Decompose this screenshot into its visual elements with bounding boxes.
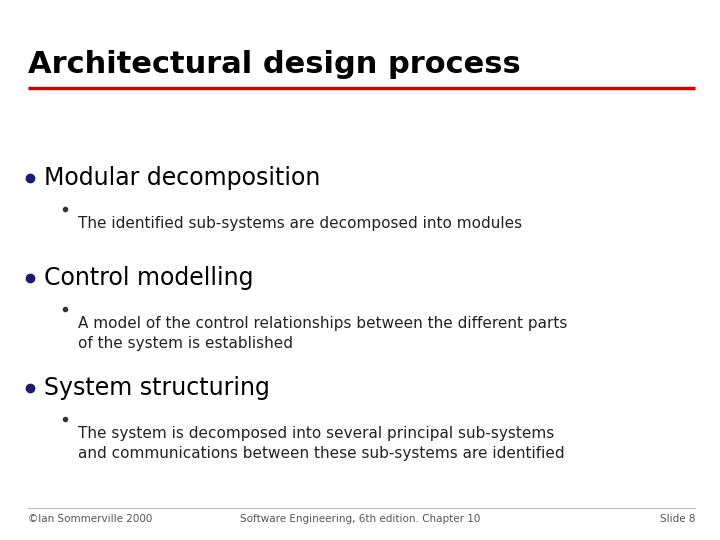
Text: Software Engineering, 6th edition. Chapter 10: Software Engineering, 6th edition. Chapt…	[240, 514, 480, 524]
Text: Slide 8: Slide 8	[660, 514, 695, 524]
Text: ©Ian Sommerville 2000: ©Ian Sommerville 2000	[28, 514, 153, 524]
Text: Control modelling: Control modelling	[44, 266, 253, 290]
Text: Architectural design process: Architectural design process	[28, 50, 521, 79]
Text: A model of the control relationships between the different parts
of the system i: A model of the control relationships bet…	[78, 316, 567, 352]
Text: The system is decomposed into several principal sub-systems
and communications b: The system is decomposed into several pr…	[78, 426, 564, 461]
Text: System structuring: System structuring	[44, 376, 270, 400]
Text: Modular decomposition: Modular decomposition	[44, 166, 320, 190]
Text: The identified sub-systems are decomposed into modules: The identified sub-systems are decompose…	[78, 216, 522, 231]
